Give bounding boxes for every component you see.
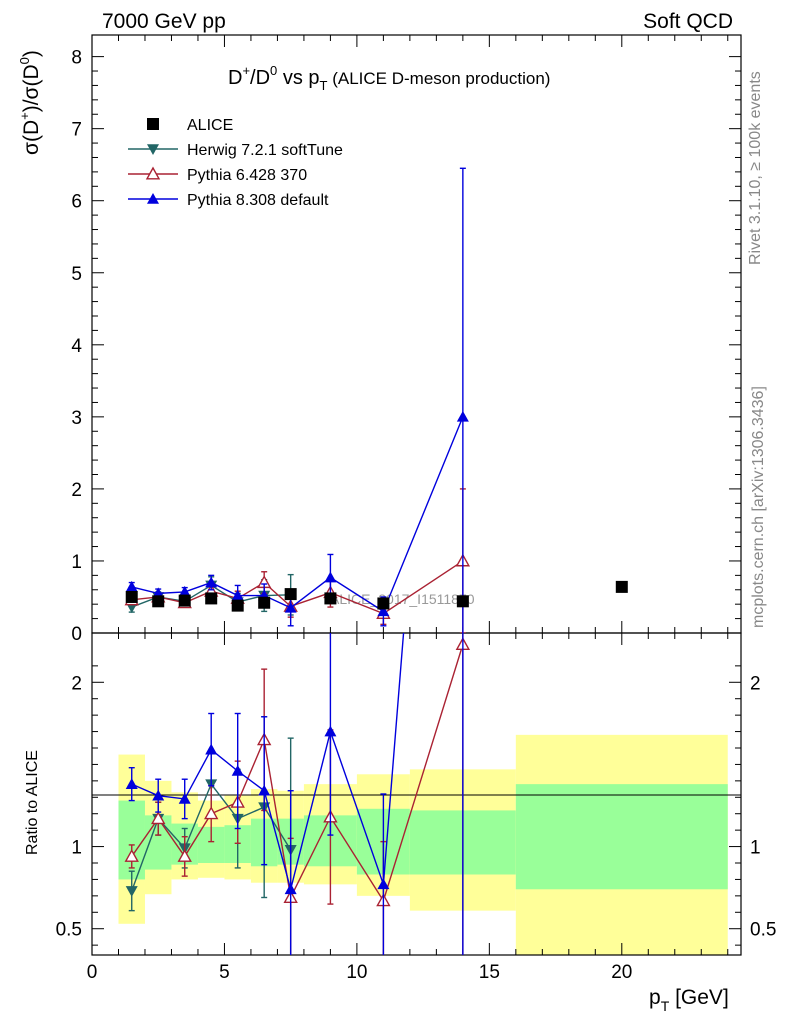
series-line [131, 560, 464, 615]
main-y-tick-label: 6 [71, 192, 82, 213]
x-tick-label: 5 [219, 962, 230, 983]
data-point-triangle-up [324, 571, 337, 583]
ratio-plot-data [124, 633, 471, 955]
ratio-y-axis-label: Ratio to ALICE [24, 750, 41, 855]
axis-ticks [91, 35, 741, 955]
data-point-triangle-up [377, 878, 390, 890]
main-plot-data [124, 167, 628, 633]
rivet-version-text: Rivet 3.1.10, ≥ 100k events [747, 71, 764, 265]
legend-label: ALICE [187, 117, 233, 134]
ratio-y-tick-label: 0.5 [56, 920, 82, 941]
analysis-watermark: ALICE_2017_I1511870 [330, 591, 475, 607]
data-point-square [284, 588, 297, 601]
data-point-square [456, 595, 469, 608]
tick-labels: 0 5 10 15 20 0 1 2 3 4 5 6 7 8 0.5 0.5 1 1 2 2 [56, 48, 777, 983]
data-point-square [205, 592, 218, 605]
band-green [515, 784, 728, 890]
header-left: 7000 GeV pp [102, 10, 226, 33]
header-right: Soft QCD [643, 10, 733, 33]
data-point-triangle-open [145, 166, 161, 180]
ratio-y-tick-label-right: 0.5 [750, 920, 776, 941]
main-y-tick-label: 1 [71, 552, 82, 573]
data-point-triangle-up [324, 725, 337, 737]
data-point-triangle-open [204, 806, 219, 820]
data-point-triangle-up [125, 580, 138, 592]
data-point-square [258, 596, 271, 609]
data-point-triangle-up [178, 792, 191, 804]
x-tick-label: 10 [346, 962, 367, 983]
data-point-triangle-up [258, 784, 271, 796]
main-y-tick-label: 4 [71, 336, 82, 357]
main-y-tick-label: 5 [71, 264, 82, 285]
data-point-square [615, 580, 628, 593]
legend-label: Herwig 7.2.1 softTune [187, 142, 343, 159]
data-point-triangle-up [284, 883, 297, 895]
data-point-triangle-open [151, 811, 166, 825]
data-point-triangle-up [284, 601, 297, 613]
x-axis-label: pT [GeV] [649, 986, 729, 1014]
ratio-y-tick-label-right: 1 [750, 838, 761, 859]
data-point-triangle-up [377, 605, 390, 617]
x-tick-label: 15 [479, 962, 500, 983]
legend-label: Pythia 8.308 default [187, 192, 329, 209]
series-line [131, 644, 464, 903]
data-point-square [147, 118, 159, 130]
main-y-tick-label: 7 [71, 120, 82, 141]
ratio-plot-frame [91, 632, 742, 956]
data-point-triangle-up [456, 410, 469, 422]
main-y-tick-label: 0 [71, 624, 82, 645]
data-point-square [178, 594, 191, 607]
main-y-tick-label: 3 [71, 408, 82, 429]
data-point-triangle-up [205, 576, 218, 588]
data-point-triangle-open [124, 848, 139, 862]
data-point-triangle-up [147, 193, 159, 204]
data-point-triangle-up [125, 778, 138, 789]
legend: ALICE Herwig 7.2.1 softTune Pythia 6.428 3… [128, 117, 343, 209]
ratio-y-tick-label: 1 [71, 838, 82, 859]
uncertainty-bands [118, 734, 728, 955]
data-point-square [125, 590, 138, 603]
main-y-tick-label: 8 [71, 48, 82, 69]
chart-title: D+/D0 vs pT (ALICE D-meson production) [228, 63, 550, 93]
legend-label: Pythia 6.428 370 [187, 167, 307, 184]
data-point-triangle-up [178, 585, 191, 597]
data-point-triangle-open [177, 848, 192, 862]
series-line [131, 633, 405, 893]
mcplots-reference-text: mcplots.cern.ch [arXiv:1306.3436] [750, 386, 767, 628]
ratio-y-tick-label: 2 [71, 673, 82, 694]
data-point-triangle-up [231, 765, 244, 776]
main-y-axis-label: σ(D+)/σ(D0) [17, 50, 43, 155]
data-point-square [377, 597, 390, 610]
data-point-square [231, 599, 244, 612]
main-y-tick-label: 2 [71, 480, 82, 501]
data-point-triangle-down [125, 886, 138, 897]
data-point-square [324, 592, 337, 605]
data-point-triangle-up [152, 789, 165, 801]
ratio-y-tick-label-right: 2 [750, 673, 761, 694]
x-tick-label: 0 [87, 962, 98, 983]
x-tick-label: 20 [611, 962, 632, 983]
data-point-triangle-up [231, 589, 244, 601]
series-line [131, 416, 464, 613]
data-point-triangle-down [147, 144, 159, 155]
data-point-triangle-up [205, 743, 218, 755]
data-point-square [152, 595, 165, 608]
